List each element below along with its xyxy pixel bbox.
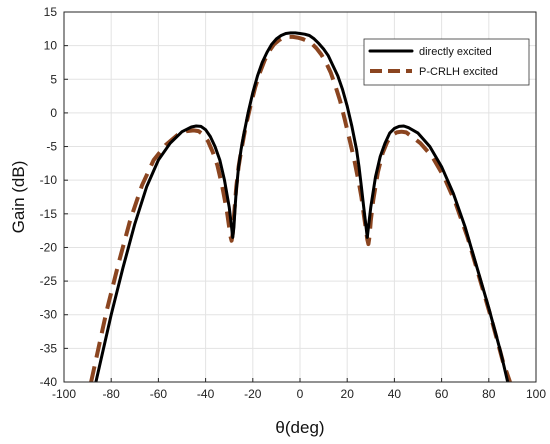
legend-label-p-crlh-excited: P-CRLH excited (419, 66, 498, 78)
y-tick-label: -30 (40, 308, 58, 322)
x-axis-ticks: -100 -80 -60 -40 -20 0 20 40 60 80 100 (52, 378, 546, 401)
x-tick-label: 20 (341, 387, 355, 401)
y-tick-label: -20 (40, 240, 58, 254)
y-tick-label: -10 (40, 173, 58, 187)
y-tick-label: -15 (40, 207, 58, 221)
y-tick-label: 10 (44, 39, 58, 53)
y-tick-label: -40 (40, 375, 58, 389)
y-tick-label: 15 (44, 5, 58, 19)
x-tick-label: 40 (388, 387, 402, 401)
x-tick-label: -100 (52, 387, 76, 401)
legend-label-directly-excited: directly excited (419, 46, 492, 58)
series-layer (89, 31, 512, 382)
x-tick-label: -60 (150, 387, 168, 401)
x-tick-label: -80 (103, 387, 121, 401)
x-tick-label: 0 (297, 387, 304, 401)
x-tick-label: -40 (197, 387, 215, 401)
series-line-p-crlh-excited (89, 34, 512, 382)
y-axis-label: Gain (dB) (9, 161, 28, 234)
y-tick-label: -5 (46, 140, 57, 154)
x-tick-label: -20 (244, 387, 262, 401)
x-tick-label: 100 (526, 387, 546, 401)
x-tick-label: 80 (482, 387, 496, 401)
y-tick-label: -35 (40, 341, 58, 355)
legend-box (363, 38, 530, 86)
y-tick-label: -25 (40, 274, 58, 288)
series-line-directly-excited (94, 31, 510, 382)
legend: directly excited P-CRLH excited (363, 38, 530, 86)
y-axis-ticks: 15 10 5 0 -5 -10 -15 -20 -25 -30 -35 -40 (40, 5, 68, 389)
x-tick-label: 60 (435, 387, 449, 401)
y-tick-label: 0 (50, 106, 57, 120)
y-tick-label: 5 (50, 72, 57, 86)
x-axis-label: θ(deg) (275, 418, 324, 437)
